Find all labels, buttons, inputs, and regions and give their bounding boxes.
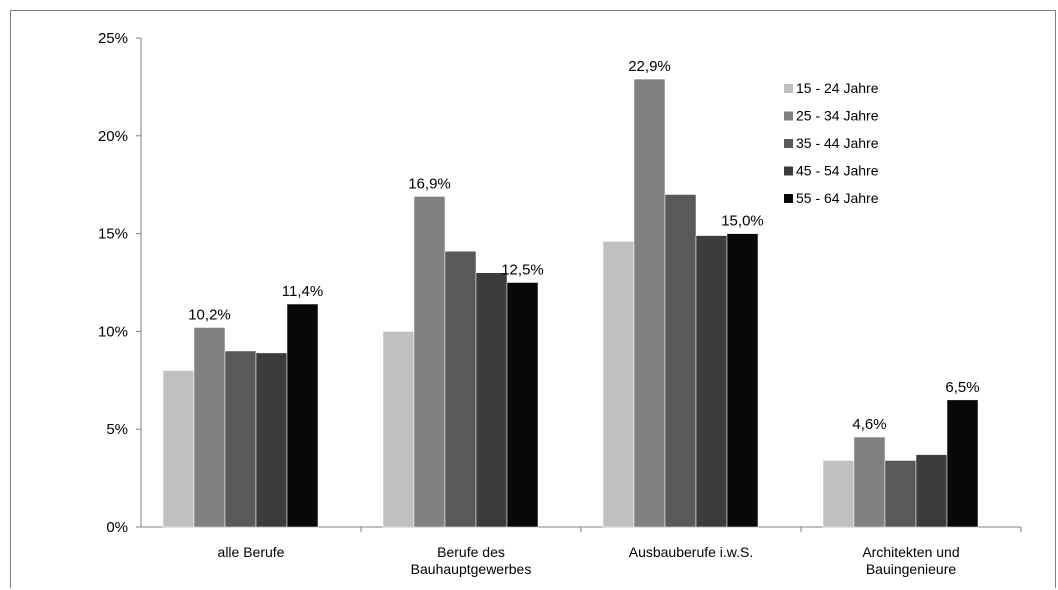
data-label: 16,9% — [408, 175, 451, 192]
bar — [444, 250, 477, 528]
y-tick-label: 25% — [98, 30, 128, 47]
legend-label: 25 - 34 Jahre — [796, 108, 879, 124]
bar — [382, 331, 415, 528]
bar — [506, 282, 539, 528]
category-label: Berufe des — [437, 544, 505, 560]
legend-swatch — [784, 84, 793, 93]
data-label: 6,5% — [945, 379, 979, 396]
data-label: 22,9% — [628, 58, 671, 75]
y-tick-label: 5% — [106, 421, 128, 438]
bar — [224, 350, 257, 528]
bar — [853, 436, 886, 528]
data-label: 4,6% — [852, 416, 886, 433]
bar — [915, 454, 948, 528]
legend-swatch — [784, 194, 793, 203]
bar — [162, 370, 195, 528]
category-label: Bauhauptgewerbes — [411, 561, 532, 577]
data-label: 15,0% — [721, 213, 764, 230]
legend-label: 35 - 44 Jahre — [796, 135, 879, 151]
data-label: 12,5% — [501, 262, 544, 279]
legend-swatch — [784, 111, 793, 121]
category-label: Bauingenieure — [866, 561, 957, 577]
bar-chart: 0%5%10%15%20%25%alle Berufe Berufe desBau… — [98, 30, 1022, 577]
bar — [193, 327, 226, 528]
data-label: 10,2% — [188, 306, 231, 323]
data-label: 11,4% — [282, 283, 323, 300]
category-label: Ausbauberufe i.w.S. — [629, 544, 754, 560]
bar — [695, 235, 728, 528]
bar — [633, 78, 666, 528]
bar — [413, 196, 446, 528]
y-tick-label: 0% — [106, 519, 128, 536]
category-label: alle Berufe — [218, 544, 285, 560]
y-tick-label: 15% — [98, 226, 128, 243]
bar — [475, 272, 508, 528]
bar — [884, 460, 917, 528]
y-tick-label: 20% — [98, 128, 128, 145]
bar — [726, 233, 759, 528]
bar — [664, 194, 697, 528]
bar — [946, 399, 979, 528]
category-label: Architekten und — [862, 544, 959, 560]
y-tick-label: 10% — [98, 323, 128, 340]
legend-label: 15 - 24 Jahre — [796, 80, 879, 96]
legend-swatch — [784, 166, 793, 176]
chart-frame: 0% 5% 10% 15% 20% 25% alle Berufe Berufe des Bau… — [10, 10, 1056, 588]
bar — [822, 460, 855, 528]
legend-swatch — [784, 139, 793, 148]
bar — [286, 303, 319, 528]
legend-label: 45 - 54 Jahre — [796, 163, 879, 179]
bar — [255, 352, 288, 528]
legend-label: 55 - 64 Jahre — [796, 190, 879, 206]
bar — [602, 241, 635, 528]
